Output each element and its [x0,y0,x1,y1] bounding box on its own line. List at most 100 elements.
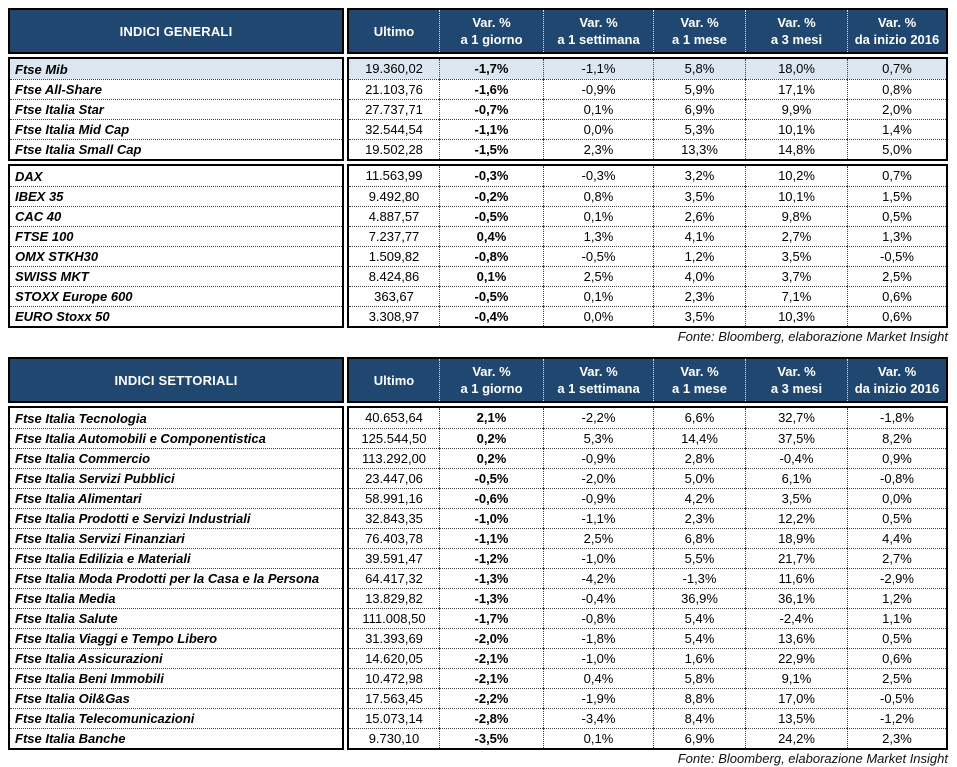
value-cell: -1,0% [543,648,653,668]
column-header-line2: a 1 settimana [557,32,640,47]
column-header: Var. % a 3 mesi [745,359,847,401]
column-header-line2: a 1 settimana [557,381,640,396]
value-cell: -0,9% [543,488,653,508]
value-cell: 10,3% [745,306,847,326]
value-cell: -2,8% [439,708,543,728]
value-cell: 32.843,35 [349,508,439,528]
column-header-line2: da inizio 2016 [854,32,940,47]
value-cell: 2,3% [847,728,946,748]
value-cell: 5,3% [653,119,745,139]
values-block: 19.360,02 -1,7% -1,1% 5,8% 18,0% 0,7% 21.103,7… [347,57,948,161]
value-cell: 113.292,00 [349,448,439,468]
value-cell: 4,2% [653,488,745,508]
value-cell: -1,0% [439,508,543,528]
value-cell: 2,6% [653,206,745,226]
column-headers: Ultimo Var. % a 1 giorno Var. % a 1 settiman… [347,8,948,54]
index-name: Ftse Italia Small Cap [10,139,342,159]
index-name: Ftse Italia Servizi Pubblici [10,468,342,488]
value-cell: 0,9% [847,448,946,468]
value-cell: 15.073,14 [349,708,439,728]
value-cell: 363,67 [349,286,439,306]
column-header-line1: Var. % [579,364,618,379]
value-cell: 3,7% [745,266,847,286]
value-cell: -1,3% [653,568,745,588]
value-cell: -1,1% [543,508,653,528]
value-cell: 1,3% [847,226,946,246]
column-header: Ultimo [349,10,439,52]
value-cell: 9,8% [745,206,847,226]
value-cell: -0,3% [543,166,653,186]
value-cell: 5,3% [543,428,653,448]
index-name: Ftse Italia Banche [10,728,342,748]
column-header-line1: Var. % [472,364,511,379]
value-cell: 1,6% [653,648,745,668]
value-cell: 0,4% [543,668,653,688]
value-cell: -2,0% [543,468,653,488]
value-cell: 19.502,28 [349,139,439,159]
value-cell: -2,9% [847,568,946,588]
table-title: INDICI SETTORIALI [8,357,344,403]
value-cell: 0,1% [543,728,653,748]
value-cell: 0,1% [543,99,653,119]
table-title: INDICI GENERALI [8,8,344,54]
value-cell: 18,0% [745,59,847,79]
value-cell: -1,9% [543,688,653,708]
value-cell: 0,6% [847,286,946,306]
value-cell: 0,0% [543,119,653,139]
column-header: Ultimo [349,359,439,401]
value-cell: 9.730,10 [349,728,439,748]
value-cell: -1,6% [439,79,543,99]
value-cell: 5,8% [653,59,745,79]
column-header-line2: da inizio 2016 [854,381,940,396]
index-name: Ftse Italia Prodotti e Servizi Industria… [10,508,342,528]
value-cell: 14,8% [745,139,847,159]
value-cell: -2,4% [745,608,847,628]
row-group: Ftse Italia Tecnologia Ftse Italia Automo… [8,406,948,750]
value-cell: 2,5% [847,668,946,688]
value-cell: -0,5% [847,688,946,708]
value-cell: 22,9% [745,648,847,668]
value-cell: -0,8% [439,246,543,266]
value-cell: 11,6% [745,568,847,588]
value-cell: -1,1% [543,59,653,79]
value-cell: 3,5% [653,186,745,206]
value-cell: 3,5% [745,246,847,266]
value-cell: 9,1% [745,668,847,688]
value-cell: 5,0% [653,468,745,488]
value-cell: 6,6% [653,408,745,428]
value-cell: 27.737,71 [349,99,439,119]
value-cell: 0,7% [847,166,946,186]
index-name: Ftse Italia Assicurazioni [10,648,342,668]
value-cell: 10,1% [745,119,847,139]
value-cell: -1,5% [439,139,543,159]
index-names-block: Ftse Italia Tecnologia Ftse Italia Automo… [8,406,344,750]
value-cell: 1,1% [847,608,946,628]
value-cell: 8,2% [847,428,946,448]
column-header: Var. % a 1 settimana [543,10,653,52]
value-cell: 10,1% [745,186,847,206]
column-header-line2: a 3 mesi [770,32,823,47]
value-cell: -0,2% [439,186,543,206]
value-cell: -3,5% [439,728,543,748]
column-header-line2: a 3 mesi [770,381,823,396]
value-cell: 11.563,99 [365,168,423,183]
value-cell: 2,7% [847,548,946,568]
value-cell: 24,2% [745,728,847,748]
column-headers: Ultimo Var. % a 1 giorno Var. % a 1 settiman… [347,357,948,403]
sector-indices-table: INDICI SETTORIALI Ultimo Var. % a 1 giorno V… [8,357,948,750]
value-cell: 2,0% [847,99,946,119]
value-cell: 0,7% [847,59,946,79]
value-cell: 5,8% [653,668,745,688]
index-names-block: Ftse Mib Ftse All-Share Ftse Italia Star Ft… [8,57,344,161]
column-header: Var. % a 1 mese [653,359,745,401]
value-cell: -1,0% [543,548,653,568]
index-name: Ftse Italia Star [10,99,342,119]
column-header-line1: Var. % [777,15,816,30]
value-cell: -0,6% [439,488,543,508]
value-cell: 2,5% [543,528,653,548]
value-cell: 4,0% [653,266,745,286]
column-header: Var. % a 1 giorno [439,359,543,401]
value-cell: 1,2% [653,246,745,266]
column-header: Var. % da inizio 2016 [847,10,946,52]
